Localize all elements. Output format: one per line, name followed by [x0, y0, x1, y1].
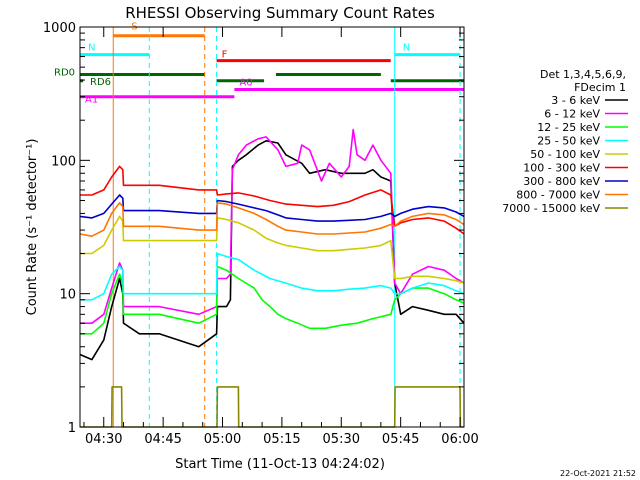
x-tick-label-4: 05:30 [323, 432, 360, 447]
x-tick-label-5: 05:45 [382, 432, 419, 447]
y-tick-label-1: 10 [59, 288, 76, 303]
y-tick-label-2: 100 [51, 154, 76, 169]
annotation-label-10: A1 [85, 95, 98, 106]
y-tick-label-0: 1 [68, 421, 76, 436]
x-tick-label-6: 06:00 [441, 432, 478, 447]
annotation-label-3: N [403, 43, 410, 54]
annotation-label-2: F [222, 50, 228, 61]
legend-label-4: 50 - 100 keV [530, 148, 600, 161]
series-line-6 [79, 194, 465, 222]
legend-label-0: 3 - 6 keV [551, 94, 600, 107]
legend-label-8: 7000 - 15000 keV [502, 202, 600, 215]
annotation-label-9: A0 [239, 77, 252, 88]
legend-label-6: 300 - 800 keV [523, 175, 600, 188]
legend-header-1: FDecim 1 [574, 81, 626, 94]
legend-label-1: 6 - 12 keV [544, 108, 600, 121]
x-tick-label-2: 05:00 [204, 432, 241, 447]
y-axis-label: Count Rate (s⁻¹ detector⁻¹) [25, 139, 40, 316]
series-line-7 [79, 202, 465, 237]
x-tick-label-0: 04:30 [85, 432, 122, 447]
series-line-3 [80, 252, 465, 301]
legend-label-5: 100 - 300 keV [523, 162, 600, 175]
legend-label-2: 12 - 25 keV [537, 121, 600, 134]
data-series [79, 128, 465, 428]
chart-title: RHESSI Observing Summary Count Rates [125, 4, 435, 22]
annotation-label-1: N [88, 43, 95, 54]
annotation-label-4: RD0 [54, 68, 75, 79]
x-axis-label: Start Time (11-Oct-13 04:24:02) [175, 457, 385, 472]
series-line-8 [80, 386, 464, 428]
generation-timestamp: 22-Oct-2021 21:52 [560, 469, 636, 478]
legend-header-0: Det 1,3,4,5,6,9, [540, 68, 626, 81]
series-line-5 [80, 165, 465, 235]
plot-frame [79, 26, 465, 428]
x-tick-label-1: 04:45 [144, 432, 181, 447]
axes: 04:30 04:45 05:00 05:15 05:30 05:45 06:00 1 10 10… [43, 21, 479, 447]
legend-label-3: 25 - 50 keV [537, 135, 600, 148]
annotation-label-8: RD6 [90, 77, 111, 88]
x-tick-label-3: 05:15 [263, 432, 300, 447]
legend-label-7: 800 - 7000 keV [516, 189, 600, 202]
y-tick-label-3: 1000 [43, 21, 76, 36]
